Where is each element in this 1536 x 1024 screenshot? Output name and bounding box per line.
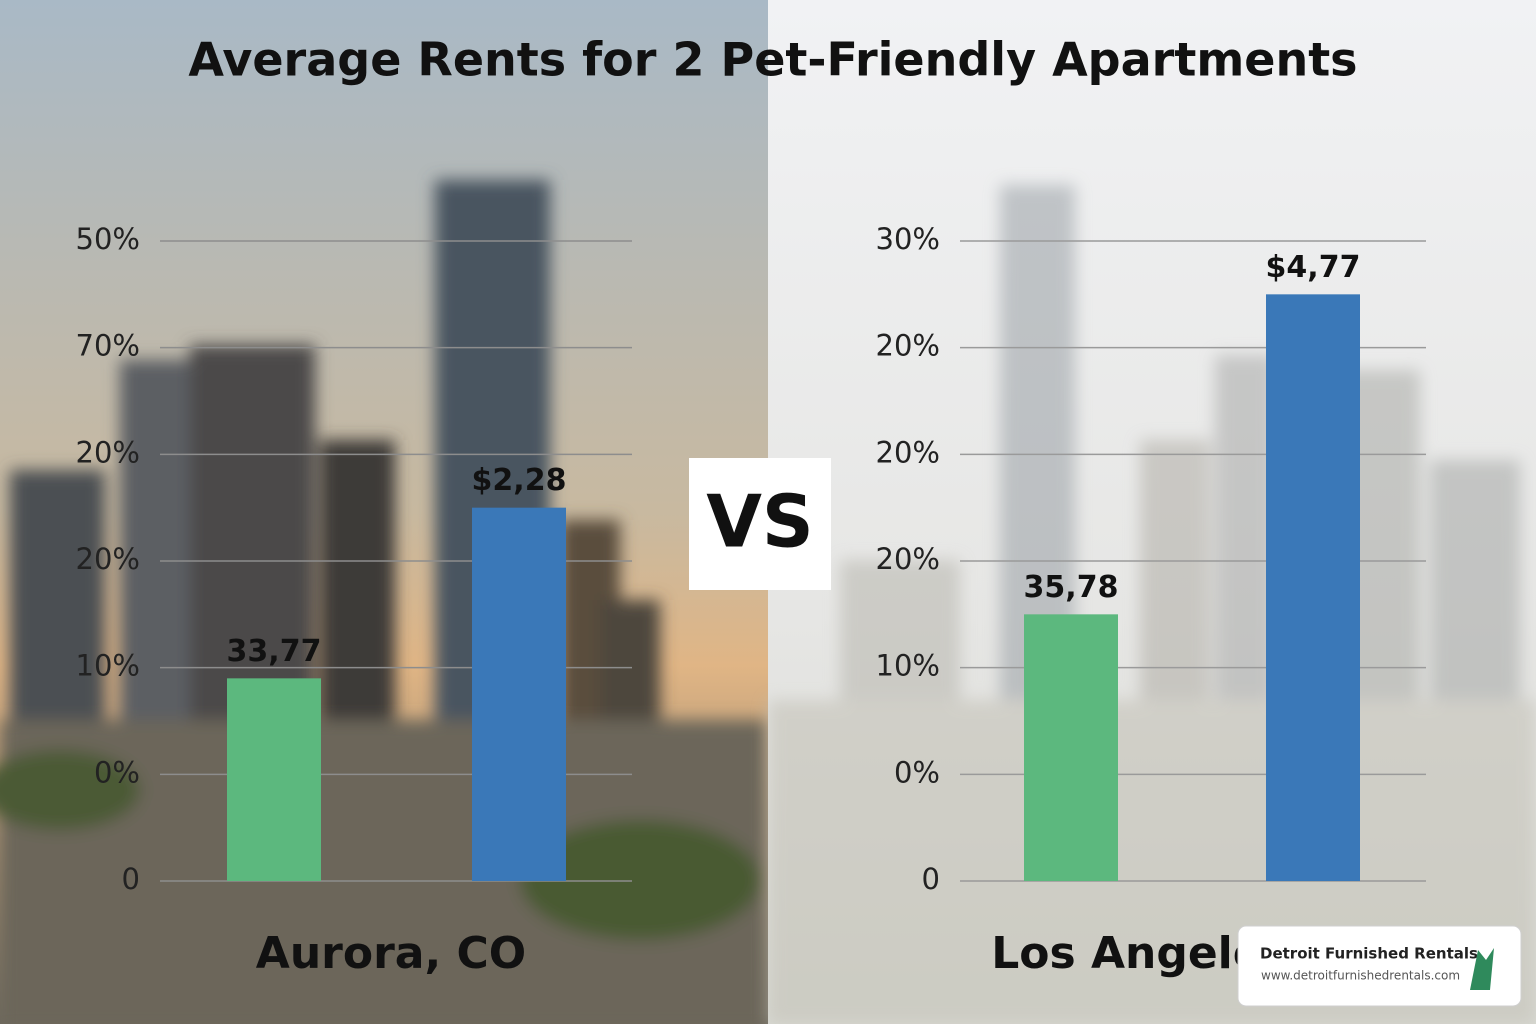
y-tick-label: 0% <box>94 755 140 789</box>
y-tick-label: 20% <box>876 329 940 363</box>
y-tick-label: 0% <box>894 755 940 789</box>
y-tick-label: 10% <box>876 649 940 683</box>
y-tick-label: 20% <box>876 542 940 576</box>
y-tick-label: 50% <box>76 222 140 256</box>
vs-label: VS <box>706 480 814 564</box>
card-box <box>1237 925 1522 1007</box>
bar <box>227 678 321 881</box>
bar <box>1024 614 1118 881</box>
value-label: $2,28 <box>472 463 567 498</box>
y-tick-label: 10% <box>76 649 140 683</box>
brand-card: Detroit Furnished Rentals www.detroitfur… <box>1237 925 1522 1007</box>
y-tick-label: 20% <box>876 435 940 469</box>
bar <box>472 507 566 881</box>
bar <box>1266 294 1360 881</box>
value-label: $4,77 <box>1266 250 1361 285</box>
charts: 0 0% 10% 20% 20% 70% 50% 33,77 $2,28 Aurora, CO 0 0… <box>76 222 1426 979</box>
value-label: 33,77 <box>227 634 322 669</box>
y-tick-label: 30% <box>876 222 940 256</box>
y-tick-label: 70% <box>76 329 140 363</box>
value-label: 35,78 <box>1024 570 1119 605</box>
y-tick-label: 0 <box>122 862 140 896</box>
y-tick-label: 0 <box>922 862 940 896</box>
vs-box <box>689 458 831 590</box>
card-logo <box>1470 948 1494 990</box>
card-name: Detroit Furnished Rentals <box>1260 945 1478 963</box>
y-tick-label: 20% <box>76 542 140 576</box>
card-url: www.detroitfurnishedrentals.com <box>1261 969 1460 983</box>
title: Average Rents for 2 Pet-Friendly Apartme… <box>188 33 1357 87</box>
city-label: Aurora, CO <box>256 928 526 979</box>
y-tick-label: 20% <box>76 435 140 469</box>
